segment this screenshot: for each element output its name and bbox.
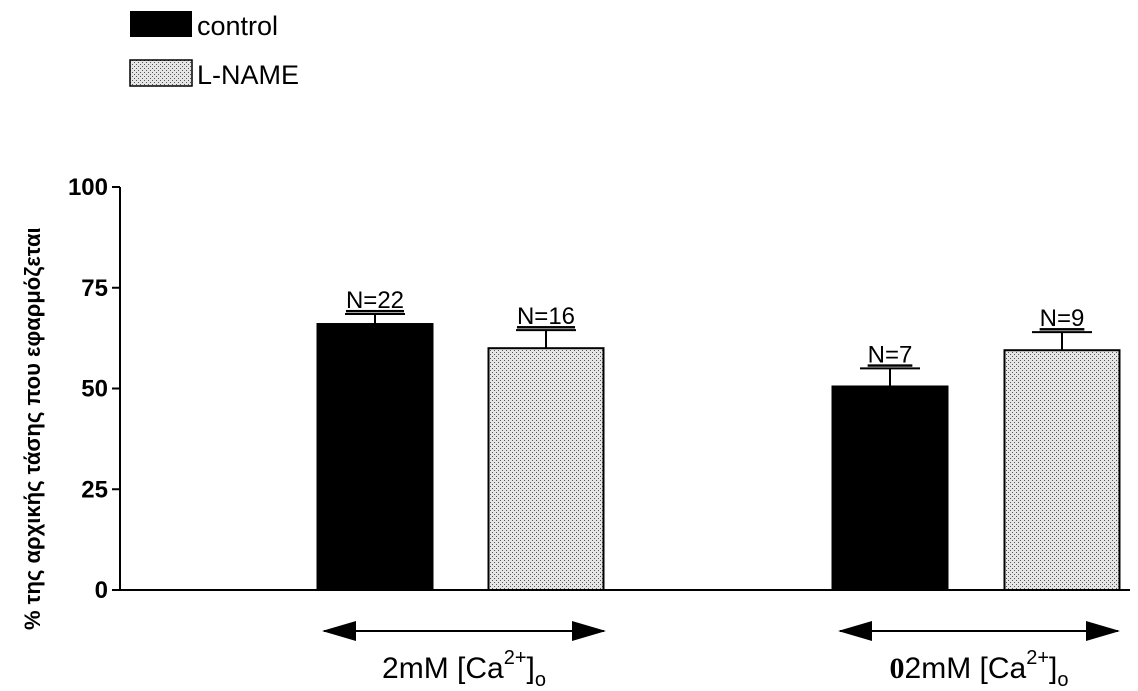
- legend-label-control: control: [197, 11, 278, 41]
- arrow-left-head: [322, 621, 356, 641]
- bar-control: [316, 323, 434, 591]
- legend: control L-NAME: [129, 11, 299, 90]
- bars: N=22 N=16 N=7 N=9: [142, 287, 1121, 592]
- bar-lname: [1003, 349, 1121, 591]
- n-label: N=22: [346, 287, 404, 314]
- group-label: 02mM [Ca2+]o: [890, 647, 1069, 691]
- group-label-close: ]: [527, 652, 535, 685]
- bar-control: [831, 385, 949, 591]
- y-tick-label: 0: [95, 577, 108, 604]
- bar-lname: [487, 347, 605, 592]
- arrow-right-head: [1086, 621, 1120, 641]
- axes: 0 25 50 75 100: [68, 174, 1130, 604]
- group-label-text: 2mM [Ca: [905, 652, 1027, 685]
- group-label-sup: 2+: [1026, 647, 1049, 669]
- legend-swatch-control: [130, 11, 192, 37]
- legend-swatch-lname: [129, 59, 193, 87]
- n-label: N=7: [868, 341, 913, 368]
- arrow-left-head: [838, 621, 872, 641]
- y-tick-label: 25: [81, 476, 108, 503]
- group-label-sub: o: [535, 669, 546, 691]
- group-label-prefix: 0: [890, 652, 905, 685]
- arrow-right-head: [572, 621, 606, 641]
- group-label-sup: 2+: [504, 647, 527, 669]
- group-label-sub: o: [1057, 669, 1068, 691]
- legend-label-lname: L-NAME: [197, 60, 299, 90]
- group-label-close: ]: [1049, 652, 1057, 685]
- group-annotations: 2mM [Ca2+]o 02mM [Ca2+]o: [322, 621, 1120, 691]
- y-tick-label: 100: [68, 174, 108, 201]
- y-axis-label: % της αρχικής τάσης που εφαρμόζεται: [20, 227, 45, 630]
- y-tick-label: 75: [81, 275, 108, 302]
- group-label-text: 2mM [Ca: [382, 652, 504, 685]
- group-label: 2mM [Ca2+]o: [382, 647, 546, 691]
- y-tick-label: 50: [81, 376, 108, 403]
- n-label: N=16: [517, 303, 575, 330]
- n-label: N=9: [1040, 305, 1085, 332]
